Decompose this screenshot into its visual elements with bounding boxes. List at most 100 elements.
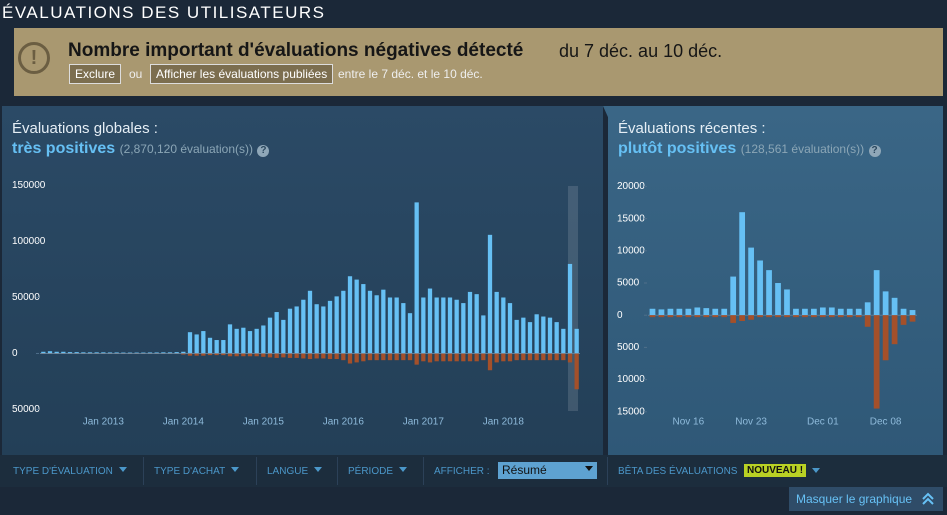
bar [241, 353, 246, 357]
bar [521, 353, 526, 361]
filter-dropdown[interactable]: TYPE D'ACHAT [154, 466, 239, 477]
alert-banner [14, 28, 943, 96]
bar [837, 308, 844, 316]
x-tick-label: Jan 2013 [83, 417, 125, 428]
bar [739, 315, 746, 321]
bar [667, 315, 674, 318]
bar [487, 353, 493, 371]
filter-dropdown[interactable]: TYPE D'ÉVALUATION [13, 466, 127, 477]
bar [187, 353, 193, 356]
review-count: (2,870,120 évaluation(s)) [119, 142, 254, 156]
bar [394, 297, 399, 354]
bar [712, 315, 719, 318]
bar [267, 353, 273, 358]
bar [873, 270, 880, 316]
bar [321, 306, 326, 354]
separator [607, 457, 608, 485]
bar [685, 315, 692, 318]
bar [367, 290, 373, 354]
y-tick-label: 10000 [617, 245, 645, 256]
x-tick-label: Jan 2018 [483, 417, 525, 428]
x-tick-label: Nov 23 [735, 417, 767, 428]
summary: plutôt positives (128,561 évaluation(s))… [618, 140, 881, 158]
bar [187, 332, 193, 354]
bar [141, 352, 146, 354]
bar [401, 303, 406, 354]
display-label: AFFICHER : [434, 466, 490, 477]
filter-dropdown[interactable]: PÉRIODE [348, 466, 407, 477]
y-tick-label: 10000 [617, 374, 645, 385]
exclude-button[interactable]: Exclure [69, 64, 122, 84]
bar [694, 307, 701, 316]
y-tick-label: 100000 [12, 236, 46, 247]
bar [107, 352, 113, 354]
bar [101, 352, 106, 354]
y-tick-label: 5000 [617, 278, 640, 289]
beta-label[interactable]: BÊTA DES ÉVALUATIONS [618, 466, 738, 477]
bar [361, 284, 366, 354]
bar [467, 291, 473, 354]
panel-title: Évaluations globales : [12, 120, 158, 137]
bar [739, 212, 746, 316]
bar [307, 353, 313, 360]
x-tick-label: Dec 08 [870, 417, 902, 428]
show-button[interactable]: Afficher les évaluations publiées [150, 64, 334, 84]
collapse-icon [922, 492, 934, 505]
bar [574, 328, 579, 354]
separator [143, 457, 144, 485]
rating: très positives [12, 140, 116, 157]
bar [194, 334, 199, 354]
filter-dropdown[interactable]: LANGUE [267, 466, 322, 477]
bar [514, 319, 519, 354]
bar [561, 328, 566, 354]
hide-graph-button[interactable]: Masquer le graphique [789, 487, 943, 511]
bar [421, 297, 426, 354]
bar [461, 353, 466, 362]
bar [181, 351, 186, 354]
bar [334, 353, 339, 360]
recent-panel: Évaluations récentes : plutôt positives … [608, 106, 943, 455]
bar [347, 353, 353, 364]
y-tick-label: 50000 [12, 292, 40, 303]
y-tick-label: 15000 [617, 213, 645, 224]
bar [567, 353, 573, 363]
select-arrow [585, 466, 593, 475]
bar [427, 353, 433, 363]
y-tick-label: 5000 [617, 342, 640, 353]
bar [127, 352, 133, 354]
bar [381, 353, 386, 361]
bar [214, 340, 219, 354]
bar [201, 353, 206, 356]
bar [227, 353, 233, 357]
bar [214, 353, 219, 356]
bar [567, 263, 573, 354]
bar [154, 352, 159, 354]
bar [314, 353, 319, 359]
bar [374, 295, 379, 354]
bar [314, 304, 319, 354]
x-tick-label: Jan 2014 [163, 417, 205, 428]
bar [507, 353, 513, 362]
help-icon[interactable]: ? [868, 145, 881, 157]
bar [474, 294, 479, 354]
bar [174, 352, 179, 354]
bar [481, 353, 486, 361]
bar [676, 308, 683, 316]
bar [900, 308, 907, 316]
bar [703, 315, 710, 318]
bar [748, 247, 754, 316]
display-select[interactable]: Résumé [498, 462, 597, 479]
bar [873, 315, 880, 409]
bar [447, 297, 453, 354]
bar [501, 297, 506, 354]
bar [721, 315, 728, 318]
bar [694, 315, 701, 318]
bar [207, 337, 213, 354]
bar [94, 352, 99, 354]
help-icon[interactable]: ? [257, 145, 270, 157]
panel-notch [603, 106, 612, 126]
bar [427, 288, 433, 354]
section-title: ÉVALUATIONS DES UTILISATEURS [2, 3, 326, 22]
